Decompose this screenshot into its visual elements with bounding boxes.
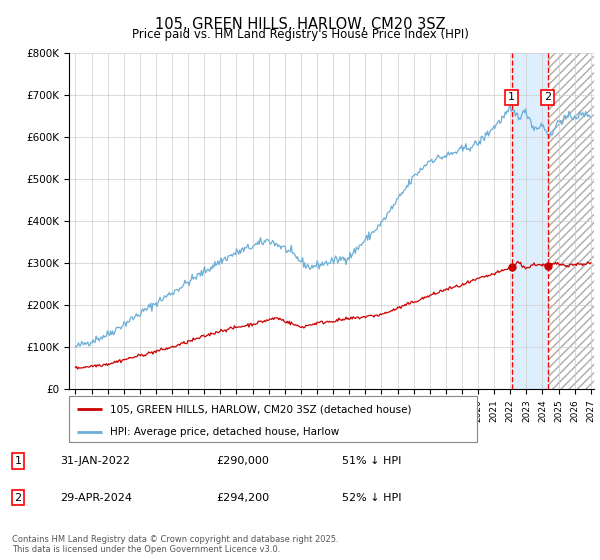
Text: £294,200: £294,200	[216, 493, 269, 503]
FancyBboxPatch shape	[69, 396, 477, 442]
Text: Price paid vs. HM Land Registry's House Price Index (HPI): Price paid vs. HM Land Registry's House …	[131, 28, 469, 41]
Text: Contains HM Land Registry data © Crown copyright and database right 2025.
This d: Contains HM Land Registry data © Crown c…	[12, 535, 338, 554]
Text: 1: 1	[508, 92, 515, 102]
Text: 51% ↓ HPI: 51% ↓ HPI	[342, 456, 401, 466]
Text: 2: 2	[14, 493, 22, 503]
Bar	[548, 53, 594, 389]
Bar	[548, 53, 594, 389]
Text: 52% ↓ HPI: 52% ↓ HPI	[342, 493, 401, 503]
Text: 1: 1	[14, 456, 22, 466]
Text: 105, GREEN HILLS, HARLOW, CM20 3SZ: 105, GREEN HILLS, HARLOW, CM20 3SZ	[155, 17, 445, 32]
Text: HPI: Average price, detached house, Harlow: HPI: Average price, detached house, Harl…	[110, 427, 339, 437]
Bar	[512, 53, 548, 389]
Text: 2: 2	[544, 92, 551, 102]
Text: 105, GREEN HILLS, HARLOW, CM20 3SZ (detached house): 105, GREEN HILLS, HARLOW, CM20 3SZ (deta…	[110, 404, 412, 414]
Text: 29-APR-2024: 29-APR-2024	[60, 493, 132, 503]
Text: £290,000: £290,000	[216, 456, 269, 466]
Text: 31-JAN-2022: 31-JAN-2022	[60, 456, 130, 466]
